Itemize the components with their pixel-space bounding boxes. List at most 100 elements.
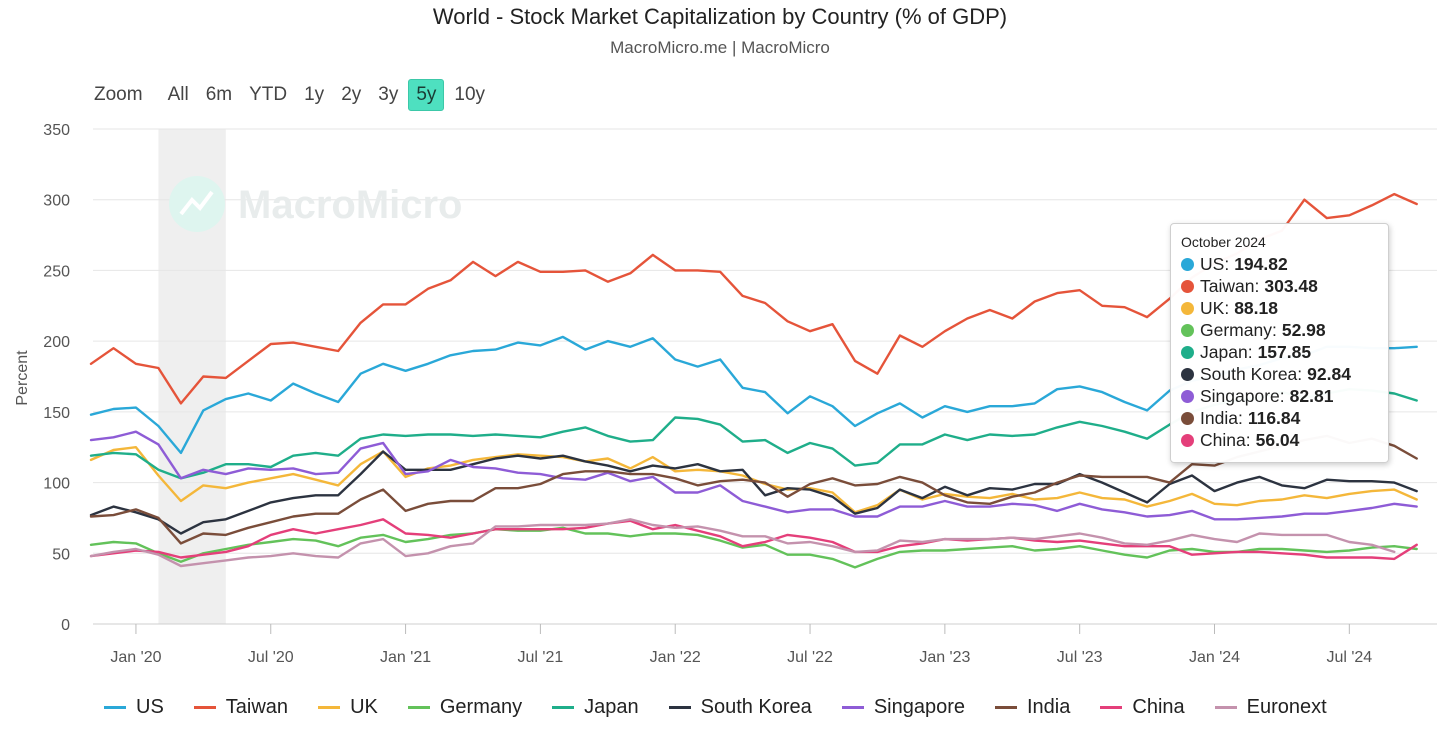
legend-item-south-korea[interactable]: South Korea [668, 695, 812, 719]
x-tick-label: Jan '20 [110, 649, 161, 666]
zoom-all-button[interactable]: All [167, 84, 189, 105]
tooltip-series-name: Taiwan [1200, 276, 1255, 296]
tooltip-series-name: China [1200, 430, 1246, 450]
tooltip-series-name: Japan [1200, 342, 1248, 362]
zoom-2y-button[interactable]: 2y [341, 84, 362, 105]
tooltip: October 2024 US:194.82 Taiwan:303.48 UK:… [1170, 223, 1389, 463]
legend-label: Japan [584, 695, 639, 718]
series-dot-icon [1181, 433, 1194, 447]
x-tick-label: Jan '23 [919, 649, 970, 666]
series-line-singapore[interactable] [89, 430, 1418, 521]
series-dot-icon [1181, 323, 1194, 337]
tooltip-series-name: UK [1200, 298, 1225, 318]
legend-item-japan[interactable]: Japan [552, 696, 639, 719]
y-axis-label: Percent [14, 350, 31, 406]
y-tick-label: 100 [43, 476, 70, 493]
tooltip-series-name: US [1200, 254, 1225, 274]
series-line-uk[interactable] [89, 446, 1418, 514]
legend-label: Euronext [1246, 695, 1327, 718]
tooltip-series-value: 56.04 [1255, 430, 1300, 450]
legend-label: South Korea [700, 695, 812, 718]
tooltip-series-value: 303.48 [1264, 276, 1318, 296]
tooltip-row: Taiwan:303.48 [1181, 275, 1378, 297]
tooltip-row: India:116.84 [1181, 407, 1378, 429]
legend: US Taiwan UK Germany Japan South Korea S… [104, 694, 1357, 720]
tooltip-row: US:194.82 [1181, 253, 1378, 275]
tooltip-series-name: Germany [1200, 320, 1272, 340]
series-line-india[interactable] [89, 434, 1418, 545]
legend-item-singapore[interactable]: Singapore [841, 695, 965, 719]
legend-line-icon [104, 705, 126, 709]
y-tick-label: 150 [43, 405, 70, 422]
legend-line-icon [1100, 705, 1123, 709]
y-tick-label: 350 [43, 122, 70, 139]
legend-line-icon [407, 705, 430, 709]
legend-label: UK [350, 695, 378, 718]
tooltip-series-value: 82.81 [1289, 386, 1334, 406]
series-line-germany[interactable] [89, 526, 1418, 569]
tooltip-row: Germany:52.98 [1181, 319, 1378, 341]
legend-label: US [136, 695, 164, 718]
y-tick-label: 300 [43, 193, 70, 210]
series-line-south-korea[interactable] [89, 450, 1418, 535]
legend-item-us[interactable]: US [104, 696, 164, 719]
legend-item-germany[interactable]: Germany [407, 695, 523, 719]
tooltip-series-value: 194.82 [1234, 254, 1288, 274]
legend-label: Singapore [873, 695, 965, 718]
x-tick-label: Jul '23 [1057, 649, 1103, 666]
legend-label: China [1132, 695, 1185, 718]
legend-item-taiwan[interactable]: Taiwan [193, 695, 289, 719]
tooltip-series-name: Singapore [1200, 386, 1280, 406]
series-dot-icon [1181, 345, 1194, 359]
zoom-5y-button[interactable]: 5y [408, 79, 445, 111]
tooltip-row: Singapore:82.81 [1181, 385, 1378, 407]
x-tick-label: Jan '24 [1189, 649, 1240, 666]
tooltip-series-value: 92.84 [1307, 364, 1351, 384]
zoom-6m-button[interactable]: 6m [205, 84, 233, 105]
legend-line-icon [318, 705, 341, 709]
legend-label: Germany [439, 695, 523, 718]
x-tick-label: Jul '21 [518, 649, 564, 666]
series-dot-icon [1181, 279, 1194, 293]
tooltip-series-name: South Korea [1200, 364, 1298, 384]
legend-line-icon [841, 705, 864, 709]
watermark-logo-icon [169, 176, 225, 232]
y-tick-label: 200 [43, 334, 70, 351]
zoom-label: Zoom [94, 84, 143, 105]
series-dot-icon [1181, 411, 1194, 425]
x-tick-label: Jul '20 [248, 649, 294, 666]
zoom-1y-button[interactable]: 1y [304, 84, 325, 105]
tooltip-series-value: 116.84 [1247, 408, 1301, 428]
legend-item-india[interactable]: India [995, 696, 1070, 719]
legend-item-uk[interactable]: UK [318, 696, 378, 719]
legend-item-china[interactable]: China [1100, 695, 1185, 719]
zoom-10y-button[interactable]: 10y [454, 84, 486, 105]
zoom-bar: Zoom All 6m YTD 1y 2y 3y 5y 10y [94, 79, 495, 111]
x-tick-label: Jul '22 [787, 649, 833, 666]
tooltip-date: October 2024 [1181, 234, 1266, 250]
chart-title: World - Stock Market Capitalization by C… [432, 4, 1008, 29]
tooltip-row: South Korea:92.84 [1181, 363, 1378, 385]
tooltip-row: China:56.04 [1181, 429, 1378, 451]
legend-line-icon [552, 705, 575, 709]
zoom-ytd-button[interactable]: YTD [249, 84, 288, 105]
watermark-text: MacroMicro [238, 183, 463, 227]
x-tick-label: Jan '21 [380, 649, 431, 666]
tooltip-series-value: 157.85 [1257, 342, 1312, 362]
chart-subtitle: MacroMicro.me | MacroMicro [610, 38, 830, 57]
series-line-euronext[interactable] [89, 518, 1396, 568]
series-dot-icon [1181, 301, 1194, 315]
legend-line-icon [668, 705, 691, 709]
series-dot-icon [1181, 367, 1194, 381]
y-tick-label: 0 [61, 617, 70, 634]
series-dot-icon [1181, 257, 1194, 271]
legend-item-euronext[interactable]: Euronext [1214, 695, 1327, 719]
series-line-china[interactable] [89, 518, 1418, 561]
legend-line-icon [995, 705, 1017, 709]
legend-label: Taiwan [225, 695, 289, 718]
zoom-3y-button[interactable]: 3y [378, 84, 399, 105]
tooltip-row: Japan:157.85 [1181, 341, 1378, 363]
tooltip-series-value: 52.98 [1281, 320, 1326, 340]
y-tick-label: 50 [52, 546, 70, 563]
x-tick-label: Jan '22 [650, 649, 701, 666]
